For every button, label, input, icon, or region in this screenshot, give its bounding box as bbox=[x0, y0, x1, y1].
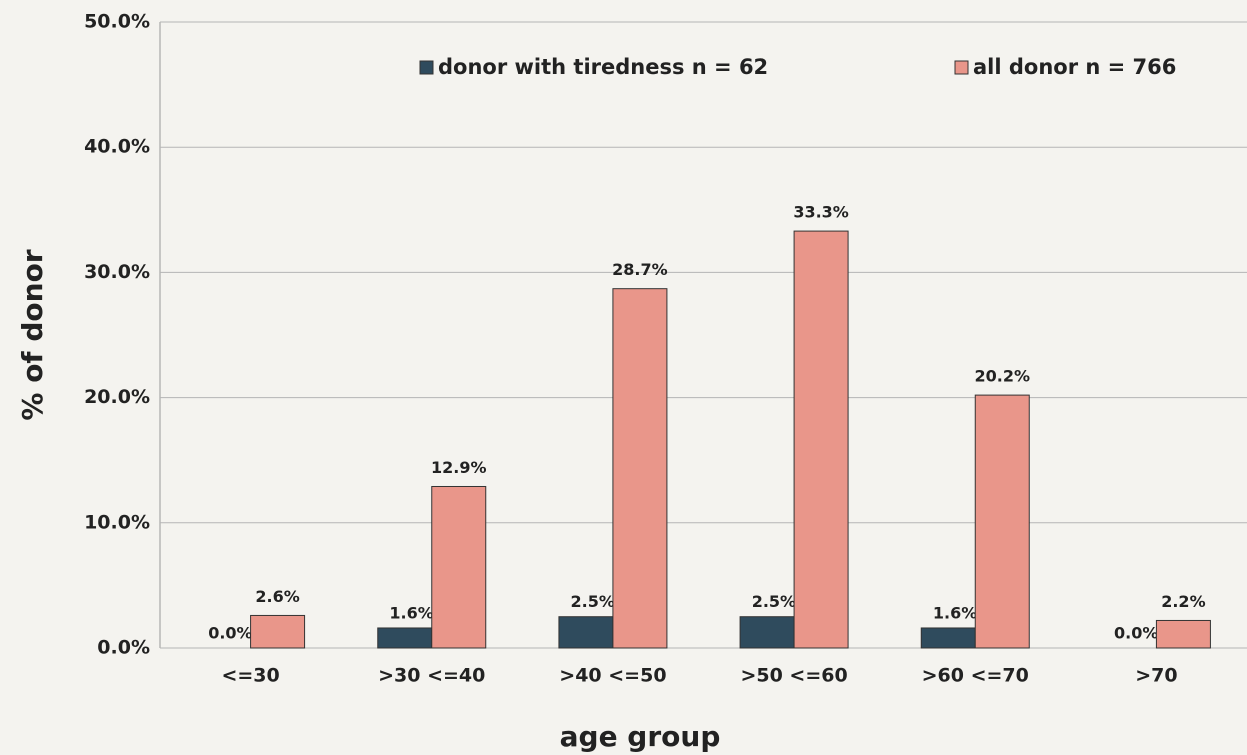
x-tick-label: >60 <=70 bbox=[922, 665, 1029, 687]
value-label: 2.2% bbox=[1161, 592, 1205, 611]
value-label: 2.5% bbox=[752, 592, 796, 611]
x-axis-label: age group bbox=[560, 720, 721, 753]
value-label: 2.6% bbox=[255, 587, 299, 606]
x-tick-label: >50 <=60 bbox=[740, 665, 847, 687]
value-label: 28.7% bbox=[612, 260, 668, 279]
y-tick-label: 50.0% bbox=[84, 11, 150, 33]
value-label: 12.9% bbox=[431, 458, 487, 477]
x-tick-label: >40 <=50 bbox=[559, 665, 666, 687]
bar bbox=[793, 230, 849, 649]
y-tick-label: 10.0% bbox=[84, 511, 150, 533]
bar bbox=[1155, 619, 1211, 649]
value-label: 0.0% bbox=[1114, 624, 1158, 643]
bar bbox=[739, 616, 795, 649]
value-label: 20.2% bbox=[974, 367, 1030, 386]
bar bbox=[250, 614, 306, 649]
bar bbox=[612, 288, 668, 649]
x-tick-label: <=30 bbox=[221, 665, 279, 687]
legend-label: donor with tiredness n = 62 bbox=[438, 55, 768, 79]
legend-label: all donor n = 766 bbox=[973, 55, 1176, 79]
y-tick-label: 0.0% bbox=[97, 637, 150, 659]
value-label: 1.6% bbox=[389, 603, 433, 622]
x-tick-label: >70 bbox=[1135, 665, 1177, 687]
y-tick-label: 30.0% bbox=[84, 261, 150, 283]
value-label: 0.0% bbox=[208, 624, 252, 643]
bar bbox=[431, 485, 487, 649]
value-label: 2.5% bbox=[571, 592, 615, 611]
bar bbox=[558, 616, 614, 649]
y-tick-label: 20.0% bbox=[84, 386, 150, 408]
y-tick-label: 40.0% bbox=[84, 136, 150, 158]
value-label: 1.6% bbox=[933, 603, 977, 622]
bar bbox=[377, 627, 433, 649]
legend-swatch bbox=[419, 60, 434, 75]
value-label: 33.3% bbox=[793, 203, 849, 222]
y-axis-label: % of donor bbox=[16, 249, 49, 420]
legend-swatch bbox=[954, 60, 969, 75]
x-tick-label: >30 <=40 bbox=[378, 665, 485, 687]
bar bbox=[920, 627, 976, 649]
bar bbox=[974, 394, 1030, 649]
